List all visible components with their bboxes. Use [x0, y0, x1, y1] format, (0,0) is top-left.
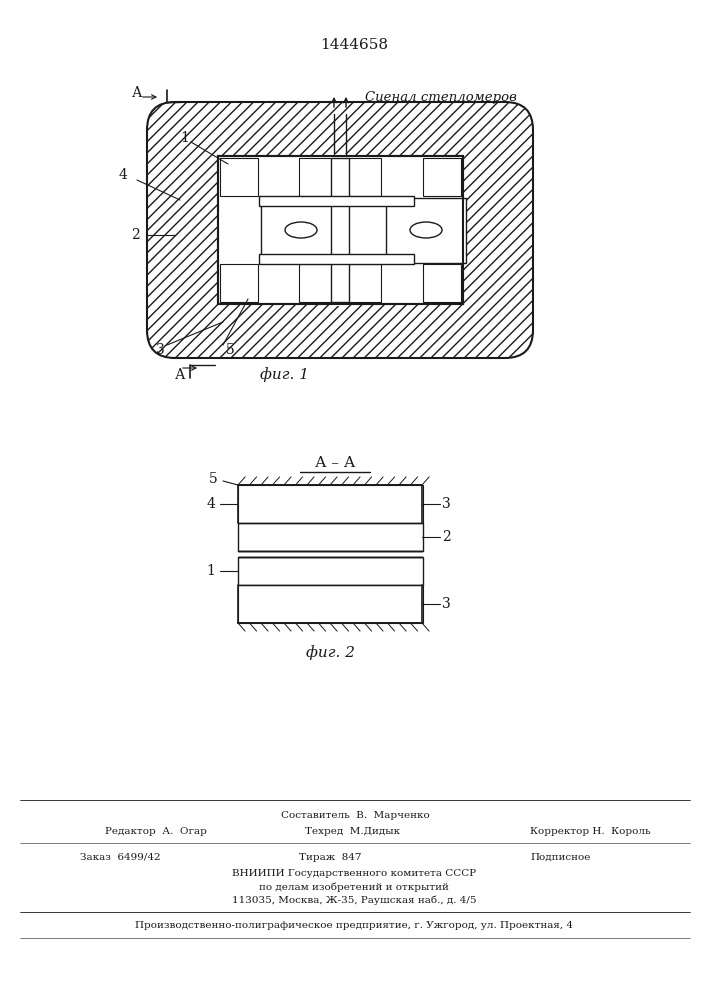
Text: 2: 2 — [442, 530, 451, 544]
Bar — [299, 264, 337, 302]
Bar — [220, 158, 258, 196]
Bar — [331, 154, 349, 306]
Text: А – А: А – А — [315, 456, 355, 470]
Bar — [259, 254, 414, 264]
Bar — [423, 158, 461, 196]
Bar — [259, 196, 414, 206]
Text: 3: 3 — [156, 343, 164, 357]
Text: 1: 1 — [180, 131, 189, 145]
Text: А: А — [175, 368, 185, 382]
Text: Составитель  В.  Марченко: Составитель В. Марченко — [281, 812, 429, 820]
Text: Подписное: Подписное — [530, 852, 590, 861]
Bar — [238, 557, 423, 585]
Text: Редактор  А.  Огар: Редактор А. Огар — [105, 828, 207, 836]
Text: Заказ  6499/42: Заказ 6499/42 — [80, 852, 160, 861]
Bar — [386, 198, 466, 263]
Text: 1: 1 — [206, 564, 215, 578]
FancyBboxPatch shape — [147, 102, 533, 358]
Bar — [218, 156, 463, 304]
Text: 4: 4 — [206, 497, 215, 511]
Bar — [238, 485, 423, 523]
Text: 3: 3 — [442, 597, 451, 611]
Text: 113035, Москва, Ж-35, Раушская наб., д. 4/5: 113035, Москва, Ж-35, Раушская наб., д. … — [232, 895, 477, 905]
Text: ВНИИПИ Государственного комитета СССР: ВНИИПИ Государственного комитета СССР — [232, 868, 476, 878]
Bar — [343, 158, 381, 196]
Bar — [238, 585, 423, 623]
Bar — [218, 156, 463, 304]
Bar — [343, 264, 381, 302]
Bar — [331, 158, 349, 302]
Ellipse shape — [410, 222, 442, 238]
Text: Производственно-полиграфическое предприятие, г. Ужгород, ул. Проектная, 4: Производственно-полиграфическое предприя… — [135, 922, 573, 930]
Text: Сиенал степломеров: Сиенал степломеров — [365, 91, 517, 104]
Text: фиг. 2: фиг. 2 — [305, 646, 354, 660]
Text: 1444658: 1444658 — [320, 38, 388, 52]
Ellipse shape — [285, 222, 317, 238]
Text: 4: 4 — [119, 168, 127, 182]
Text: 2: 2 — [131, 228, 139, 242]
Text: Тираж  847: Тираж 847 — [299, 852, 361, 861]
Text: Техред  М.Дидык: Техред М.Дидык — [305, 828, 400, 836]
Text: 3: 3 — [442, 497, 451, 511]
Text: 5: 5 — [226, 343, 235, 357]
Text: Корректор Н.  Король: Корректор Н. Король — [530, 828, 650, 836]
Text: А: А — [132, 86, 142, 100]
Bar — [423, 264, 461, 302]
Bar — [220, 264, 258, 302]
Text: 5: 5 — [209, 472, 218, 486]
Text: по делам изобретений и открытий: по делам изобретений и открытий — [259, 882, 449, 892]
Bar — [238, 523, 423, 551]
Text: фиг. 1: фиг. 1 — [260, 368, 310, 382]
Bar — [299, 158, 337, 196]
Bar — [261, 198, 341, 263]
